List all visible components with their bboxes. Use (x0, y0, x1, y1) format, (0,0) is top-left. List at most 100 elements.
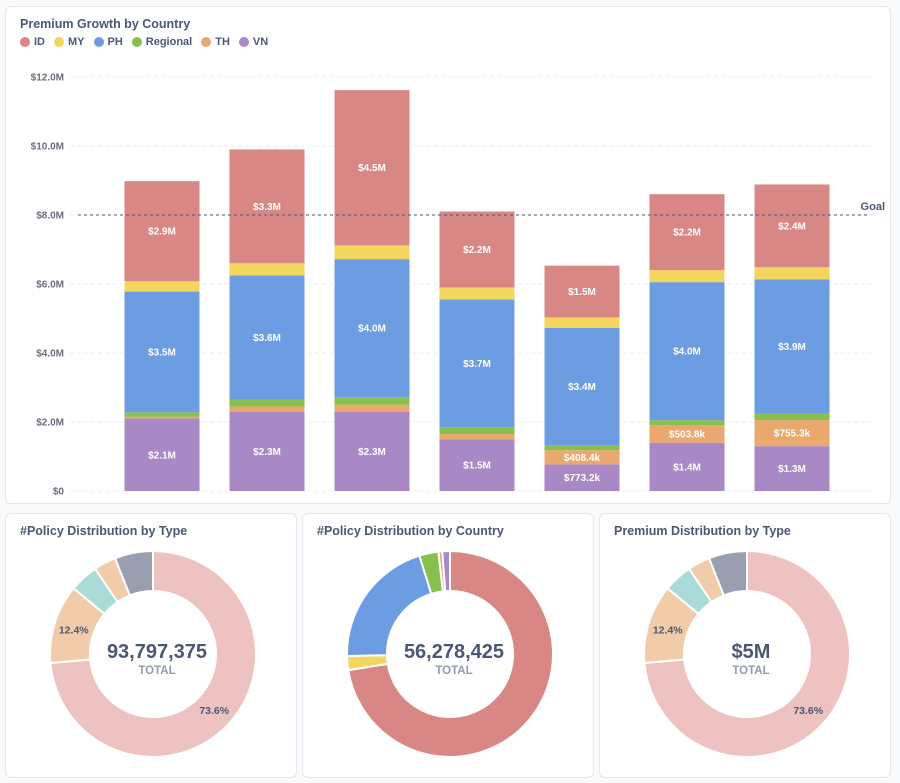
bar-value-label: $1.5M (568, 287, 596, 298)
bar-segment-id[interactable] (439, 211, 515, 288)
donut-slice[interactable] (643, 549, 851, 758)
slice-percent-label: 73.6% (793, 705, 823, 717)
bar-value-label: $503.8k (669, 430, 706, 441)
goal-label: Goal (861, 201, 885, 213)
bar-value-label: $2.3M (253, 447, 281, 458)
bar-segment-regional[interactable] (439, 427, 515, 435)
bar-segment-my[interactable] (124, 281, 200, 292)
legend-item-my[interactable]: MY (54, 36, 85, 48)
bar-segment-ph[interactable] (229, 275, 305, 400)
bar-value-label: $3.6M (253, 333, 281, 344)
bar-segment-my[interactable] (229, 263, 305, 276)
donut-total-value: 56,278,425 (404, 641, 504, 663)
legend-label: Regional (145, 36, 193, 48)
policy-type-card: #Policy Distribution by Type 73.6% 12.4% 9… (5, 513, 297, 778)
donut-slice[interactable] (113, 549, 154, 597)
bar-segment-id[interactable] (754, 184, 830, 268)
bar-segment-regional[interactable] (124, 412, 200, 417)
premium-growth-card: Premium Growth by Country ID MY PH Regional… (5, 6, 891, 504)
bar-segment-th[interactable] (334, 404, 410, 412)
donut-total-label: TOTAL (732, 665, 769, 677)
legend-dot-icon (54, 37, 64, 47)
bar-value-label: $4.0M (673, 347, 701, 358)
bar-segment-ph[interactable] (754, 279, 830, 414)
legend-dot-icon (131, 37, 142, 47)
y-tick-label: $12.0M (31, 73, 64, 84)
bar-value-label: $4.0M (358, 324, 386, 335)
bar-segment-regional[interactable] (544, 445, 620, 451)
donut-2-title[interactable]: #Policy Distribution by Country (317, 524, 504, 538)
bar-segment-ph[interactable] (439, 299, 515, 428)
legend-item-ph[interactable]: PH (93, 36, 123, 48)
donut-total-value: 93,797,375 (107, 641, 207, 663)
legend-item-id[interactable]: ID (20, 36, 45, 48)
bar-segment-my[interactable] (649, 270, 725, 283)
bar-chart: $0 $2.0M $4.0M $6.0M $8.0M $10.0M $12.0M $2.1M $… (31, 73, 885, 498)
donut-slice[interactable] (347, 549, 554, 758)
bar-chart-title[interactable]: Premium Growth by Country (20, 17, 191, 31)
legend-item-vn[interactable]: VN (238, 36, 268, 48)
bar-segment-regional[interactable] (754, 413, 830, 421)
bar-segment-my[interactable] (439, 287, 515, 300)
bar-segment-regional[interactable] (649, 420, 725, 426)
bar-segment-regional[interactable] (229, 399, 305, 407)
donut-slice[interactable] (49, 549, 257, 758)
y-tick-label: $10.0M (31, 142, 64, 153)
donut-slice[interactable] (707, 549, 748, 597)
bar-segment-ph[interactable] (544, 327, 620, 446)
slice-percent-label: 12.4% (653, 624, 683, 636)
bar-segment-th[interactable] (229, 406, 305, 412)
bar-segment-my[interactable] (544, 317, 620, 328)
donut-slice[interactable] (441, 549, 451, 593)
legend-label: PH (107, 36, 123, 48)
bar-segment-ph[interactable] (124, 291, 200, 413)
bar-segment-id[interactable] (229, 149, 305, 264)
donut-total-label: TOTAL (435, 665, 472, 677)
bar-segment-regional[interactable] (334, 397, 410, 405)
bar-segment-vn[interactable] (124, 418, 200, 491)
bar-segment-vn[interactable] (334, 411, 410, 491)
legend-dot-icon (201, 37, 212, 47)
bar-segment-vn[interactable] (544, 464, 620, 491)
bar-segment-ph[interactable] (649, 282, 725, 421)
bar-segment-vn[interactable] (649, 442, 725, 491)
slice-percent-label: 12.4% (59, 624, 89, 636)
bar-segment-th[interactable] (124, 416, 200, 419)
bar-segment-ph[interactable] (334, 259, 410, 398)
bar-value-label: $4.5M (358, 163, 386, 174)
bar-value-label: $755.3k (774, 429, 811, 440)
legend-label: TH (215, 36, 230, 48)
bar-segment-vn[interactable] (754, 446, 830, 491)
bar-value-label: $3.5M (148, 347, 176, 358)
legend-item-th[interactable]: TH (201, 36, 230, 48)
donut-3-title[interactable]: Premium Distribution by Type (614, 524, 791, 538)
bar-segment-id[interactable] (544, 265, 620, 318)
bar-value-label: $3.3M (253, 202, 281, 213)
bar-value-label: $408.4k (564, 453, 601, 464)
bar-segment-vn[interactable] (229, 411, 305, 491)
bar-segment-th[interactable] (544, 450, 620, 465)
y-tick-label: $8.0M (36, 211, 64, 222)
bar-value-label: $3.4M (568, 382, 596, 393)
bar-segment-th[interactable] (649, 425, 725, 443)
bar-segment-id[interactable] (334, 90, 410, 246)
bar-value-label: $2.2M (673, 228, 701, 239)
donut-chart-policy-type: 73.6% 12.4% 93,797,375 TOTAL (49, 549, 257, 758)
bar-segment-id[interactable] (124, 181, 200, 282)
bar-value-label: $1.3M (778, 464, 806, 475)
bar-value-label: $2.9M (148, 227, 176, 238)
legend-item-regional[interactable]: Regional (131, 36, 193, 48)
y-tick-label: $4.0M (36, 349, 64, 360)
bar-value-label: $1.5M (463, 461, 491, 472)
bar-segment-th[interactable] (439, 434, 515, 440)
bar-segment-my[interactable] (754, 267, 830, 280)
bar-segment-th[interactable] (754, 420, 830, 447)
bar-segment-vn[interactable] (439, 439, 515, 491)
legend-label: ID (34, 36, 45, 48)
legend-dot-icon (93, 37, 104, 47)
bar-value-label: $2.3M (358, 447, 386, 458)
donut-1-title[interactable]: #Policy Distribution by Type (20, 524, 188, 538)
bar-segment-id[interactable] (649, 194, 725, 271)
bar-segment-my[interactable] (334, 245, 410, 260)
slice-percent-label: 73.6% (199, 705, 229, 717)
